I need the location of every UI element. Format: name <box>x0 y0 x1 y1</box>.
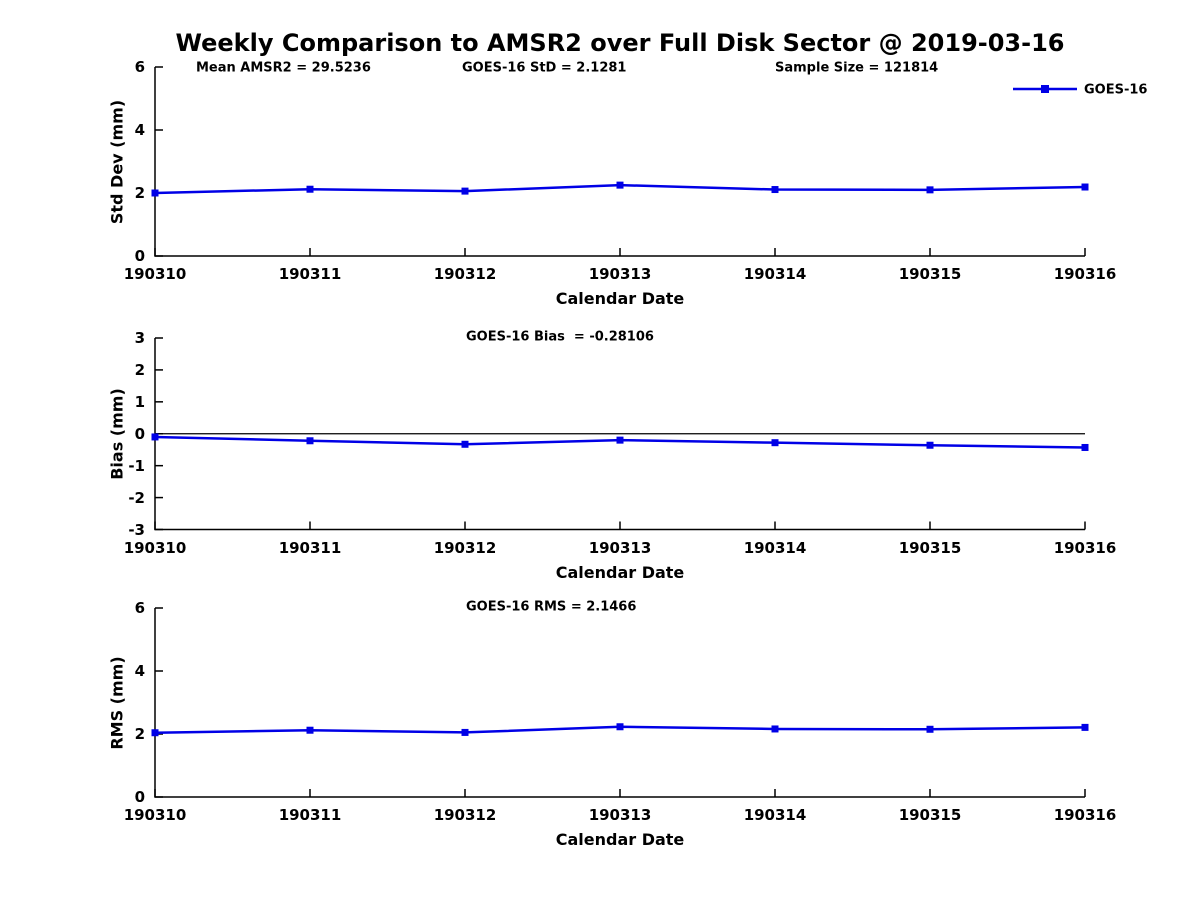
bias-x-tick-label: 190310 <box>123 538 187 557</box>
bias-xlabel: Calendar Date <box>555 562 685 582</box>
bias-ylabel: Bias (mm) <box>107 387 127 480</box>
stddev-xlabel: Calendar Date <box>555 289 685 308</box>
bias-data-marker <box>306 437 314 445</box>
bias-x-tick-label: 190315 <box>898 538 962 557</box>
stddev-x-tick-label: 190315 <box>898 265 962 283</box>
stddev-data-marker <box>306 185 314 193</box>
rms-data-marker <box>461 728 469 736</box>
stddev-y-tick-label: 6 <box>134 58 145 76</box>
stddev-annotation: Sample Size = 121814 <box>775 60 939 76</box>
stddev-y-tick-label: 2 <box>134 184 145 202</box>
rms-data-marker <box>771 725 779 733</box>
rms-x-tick-label: 190315 <box>898 806 962 824</box>
bias-data-marker <box>616 436 624 444</box>
stddev-data-marker <box>771 186 779 194</box>
stddev-annotation: GOES-16 StD = 2.1281 <box>462 60 627 76</box>
rms-data-marker <box>151 729 159 737</box>
rms-data-marker <box>1081 723 1089 731</box>
rms-x-tick-label: 190311 <box>278 806 342 824</box>
rms-data-marker <box>616 723 624 731</box>
legend-entry-label: GOES-16 <box>1084 82 1148 98</box>
bias-x-tick-label: 190313 <box>588 538 652 557</box>
legend-marker-sample <box>1041 85 1049 93</box>
rms-y-tick-label: 6 <box>134 599 145 617</box>
stddev-x-tick-label: 190316 <box>1053 265 1117 283</box>
rms-y-tick-label: 2 <box>134 725 145 743</box>
stddev-x-tick-label: 190313 <box>588 265 652 283</box>
rms-annotation: GOES-16 RMS = 2.1466 <box>466 599 637 615</box>
stddev-data-marker <box>461 187 469 195</box>
bias-y-tick-label: 1 <box>134 392 145 411</box>
stddev-x-tick-label: 190311 <box>278 265 342 283</box>
rms-ylabel: RMS (mm) <box>107 655 127 750</box>
bias-x-tick-label: 190314 <box>743 538 807 557</box>
bias-x-tick-label: 190316 <box>1053 538 1117 557</box>
bias-x-tick-label: 190311 <box>278 538 342 557</box>
stddev-y-tick-label: 0 <box>134 247 145 265</box>
rms-y-tick-label: 0 <box>134 788 145 806</box>
stddev-x-tick-label: 190312 <box>433 265 497 283</box>
bias-data-marker <box>1081 443 1089 451</box>
bias-data-marker <box>926 441 934 449</box>
bias-data-marker <box>461 440 469 448</box>
stddev-axis-spines <box>154 67 1085 257</box>
bias-y-tick-label: -1 <box>128 456 145 475</box>
stddev-x-tick-label: 190310 <box>123 265 187 283</box>
rms-xlabel: Calendar Date <box>555 830 685 849</box>
stddev-annotation: Mean AMSR2 = 29.5236 <box>196 60 371 76</box>
bias-y-tick-label: 3 <box>134 329 145 347</box>
stddev-x-tick-label: 190314 <box>743 265 807 283</box>
bias-y-tick-label: -3 <box>128 520 145 539</box>
rms-x-tick-label: 190312 <box>433 806 497 824</box>
stddev-data-marker <box>616 181 624 189</box>
rms-data-marker <box>306 726 314 734</box>
rms-x-tick-label: 190310 <box>123 806 187 824</box>
rms-x-tick-label: 190313 <box>588 806 652 824</box>
stddev-data-marker <box>151 189 159 197</box>
bias-y-tick-label: 2 <box>134 360 145 379</box>
stddev-data-marker <box>1081 183 1089 191</box>
rms-y-tick-label: 4 <box>134 662 145 680</box>
bias-y-tick-label: -2 <box>128 488 145 507</box>
bias-x-tick-label: 190312 <box>433 538 497 557</box>
figure-title: Weekly Comparison to AMSR2 over Full Dis… <box>175 29 1065 57</box>
rms-axis-spines <box>154 608 1085 798</box>
bias-data-marker <box>771 439 779 447</box>
bias-annotation: GOES-16 Bias = -0.28106 <box>466 329 654 345</box>
stddev-data-marker <box>926 186 934 194</box>
bias-data-marker <box>151 433 159 441</box>
rms-x-tick-label: 190316 <box>1053 806 1117 824</box>
rms-x-tick-label: 190314 <box>743 806 807 824</box>
stddev-y-tick-label: 4 <box>134 121 145 139</box>
bias-y-tick-label: 0 <box>134 424 145 443</box>
rms-data-marker <box>926 725 934 733</box>
stddev-ylabel: Std Dev (mm) <box>107 99 127 224</box>
